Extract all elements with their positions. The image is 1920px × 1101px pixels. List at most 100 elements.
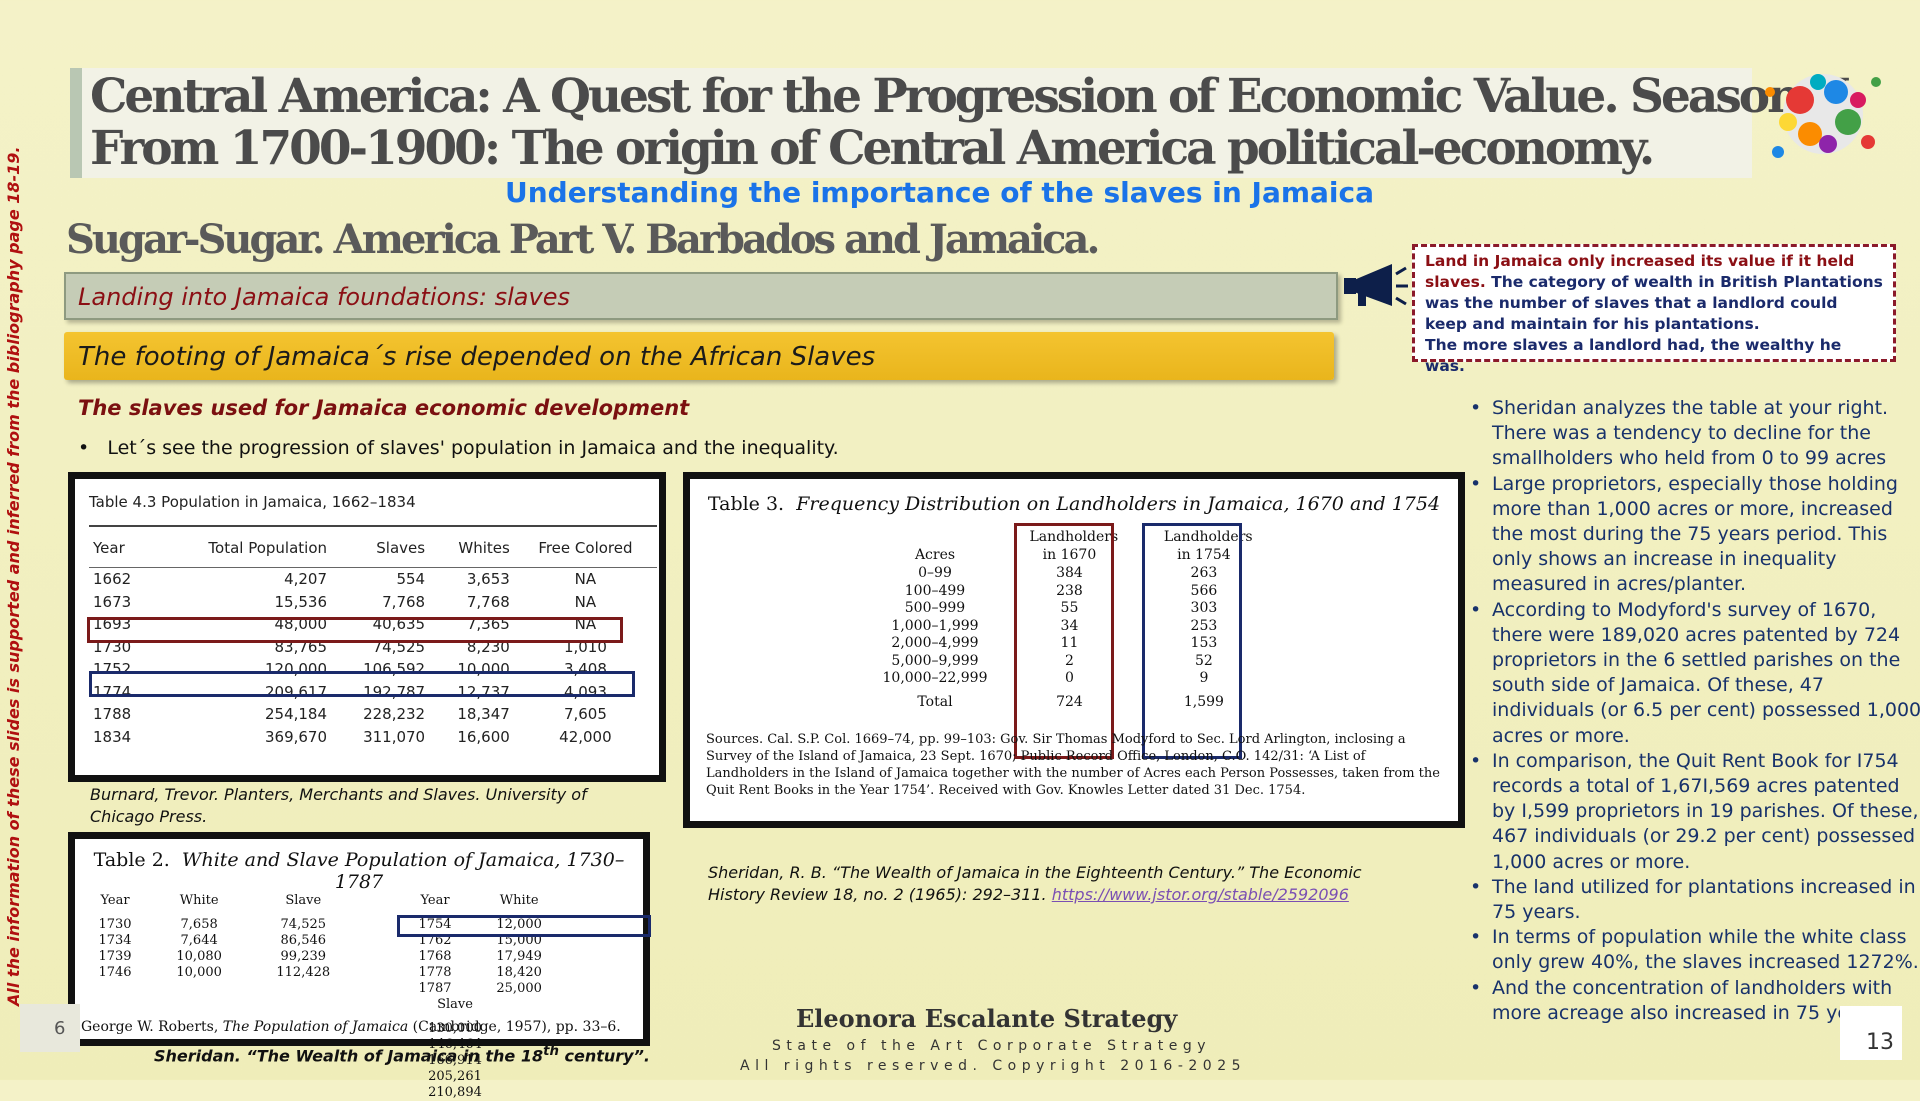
callout-box: Land in Jamaica only increased its value… — [1412, 244, 1896, 375]
list-item: Large proprietors, especially those hold… — [1470, 472, 1920, 598]
table-row: 1662 4,207 554 3,653 NA — [89, 568, 657, 591]
list-item: Sheridan analyzes the table at your righ… — [1470, 396, 1920, 472]
column-header: Acres — [914, 547, 956, 563]
jstor-link[interactable]: https://www.jstor.org/stable/2592096 — [1051, 885, 1349, 904]
table-cell: 15,536 — [274, 592, 328, 611]
list-item: And the concentration of landholders wit… — [1470, 976, 1920, 1026]
caption-italic: White and Slave Population of Jamaica, 1… — [181, 849, 625, 893]
table-row: 1834 369,670 311,070 16,600 42,000 — [89, 726, 657, 749]
table-cell: 1768 — [418, 949, 452, 964]
table-cell: 16,600 — [457, 727, 510, 746]
column-header: Landholders in 1754 — [1163, 529, 1253, 563]
table-cell: 1788 — [93, 705, 132, 724]
table-cell: 1734 — [98, 933, 132, 948]
table-cell: 210,894 — [428, 1085, 482, 1100]
list-item: The land utilized for plantations increa… — [1470, 875, 1920, 925]
caption-italic: Frequency Distribution on Landholders in… — [796, 493, 1441, 515]
table-cell: 238 — [1056, 582, 1083, 599]
table-cell: 1662 — [93, 570, 132, 589]
source-author: George W. Roberts, — [81, 1019, 223, 1035]
table-cell: 166,914 — [428, 1053, 482, 1068]
table-cell: 18,420 — [496, 965, 542, 980]
table-cell: NA — [574, 592, 597, 611]
table-cell: 12,000 — [496, 917, 542, 932]
table-cell: 5,000–9,999 — [891, 652, 979, 669]
column-header: Landholders in 1670 — [1029, 529, 1119, 563]
list-item: According to Modyford's survey of 1670, … — [1470, 598, 1920, 749]
table-cell: 52 — [1194, 652, 1213, 669]
page-number-left-text: 6 — [54, 1018, 66, 1039]
table-cell: 311,070 — [363, 727, 426, 746]
table-population-jamaica: Table 4.3 Population in Jamaica, 1662–18… — [68, 472, 666, 782]
table-cell: 55 — [1060, 600, 1079, 616]
table-cell: 42,000 — [559, 727, 612, 746]
footer-brand: Eleonora Escalante Strategy — [796, 1004, 1178, 1033]
table-cell: 1754 — [418, 917, 452, 932]
slide-subtitle: Understanding the importance of the slav… — [505, 176, 1375, 209]
table-cell: 34 — [1060, 617, 1079, 634]
footer-tagline: State of the Art Corporate Strategy All … — [740, 1036, 1246, 1076]
page-number-left: 6 — [20, 1004, 80, 1052]
caption-prefix: Table 2. — [93, 849, 170, 871]
analysis-list: Sheridan analyzes the table at your righ… — [1466, 396, 1920, 1026]
column-header: Whites — [429, 525, 514, 568]
column-header: Year — [420, 893, 450, 908]
total-1670: 724 — [1056, 693, 1083, 710]
table-cell: 10,080 — [176, 949, 222, 964]
table-caption: Table 4.3 Population in Jamaica, 1662–18… — [89, 493, 416, 511]
highlight-1670-column — [1014, 523, 1114, 759]
table-cell: 1787 — [418, 981, 452, 996]
sheridan-short-citation: Sheridan. “The Wealth of Jamaica in the … — [154, 1044, 650, 1065]
column-header: Free Colored — [513, 525, 657, 568]
banner-footing-text: The footing of Jamaica´s rise depended o… — [78, 342, 876, 372]
caption-prefix: Table 3. — [707, 493, 785, 515]
table-cell: 74,525 — [280, 917, 327, 932]
table-row: 1673 15,536 7,768 7,768 NA — [89, 591, 657, 614]
list-item: In comparison, the Quit Rent Book for I7… — [1470, 749, 1920, 875]
megaphone-icon — [1344, 264, 1408, 306]
table-cell: 7,768 — [466, 592, 510, 611]
table-source: George W. Roberts, The Population of Jam… — [81, 1019, 621, 1035]
burnard-citation: Burnard, Trevor. Planters, Merchants and… — [90, 785, 587, 826]
table-cell: 1,000–1,999 — [891, 617, 979, 634]
table-cell: 2 — [1064, 652, 1074, 669]
table-cell: 17,949 — [496, 949, 542, 964]
table-cell: 9 — [1199, 670, 1209, 686]
banner-foundations-text: Landing into Jamaica foundations: slaves — [78, 283, 570, 311]
table-cell: 86,546 — [280, 933, 327, 948]
column-header: White — [499, 893, 539, 908]
sheridan-citation: Sheridan, R. B. “The Wealth of Jamaica i… — [708, 862, 1408, 906]
table-cell: 100–499 — [904, 582, 966, 599]
table-cell: 0–99 — [918, 565, 952, 581]
population-table: Year Total Population Slaves Whites Free… — [89, 525, 657, 748]
column-header: Slave — [285, 893, 322, 908]
table-cell: 99,239 — [280, 949, 327, 964]
table-cell: 3,653 — [466, 570, 510, 589]
table-cell: 7,644 — [180, 933, 218, 948]
table-cell: 228,232 — [363, 705, 426, 724]
column-header: Year — [89, 525, 154, 568]
table-white-slave-population: Table 2. White and Slave Population of J… — [68, 832, 651, 1100]
table-cell: 369,670 — [264, 727, 328, 746]
list-item: In terms of population while the white c… — [1470, 925, 1920, 975]
table-cell: 130,000 — [428, 1021, 482, 1036]
section-title: Sugar-Sugar. America Part V. Barbados an… — [66, 216, 1100, 263]
table-cell: 112,428 — [276, 965, 331, 980]
column-header: Year — [100, 893, 130, 908]
table-cell: 1778 — [418, 965, 452, 980]
table-cell: 566 — [1190, 582, 1218, 599]
table-cell: 4,207 — [284, 570, 328, 589]
table-cell: 1739 — [98, 949, 132, 964]
table-cell: 7,658 — [180, 917, 218, 932]
column-header: White — [179, 893, 219, 908]
table-cell: 11 — [1060, 635, 1079, 651]
total-label: Total — [917, 693, 953, 710]
citation-text: Sheridan, R. B. “The Wealth of Jamaica i… — [708, 863, 1362, 904]
citation-text: Sheridan. “The Wealth of Jamaica in the … — [154, 1046, 544, 1066]
source-rest: (Cambridge, 1957), pp. 33–6. — [408, 1019, 621, 1035]
table-cell: 25,000 — [496, 981, 542, 996]
table-cell: 10,000–22,999 — [882, 670, 988, 686]
highlight-1754 — [397, 915, 651, 937]
callout-red: Land in Jamaica only increased its value… — [1425, 252, 1855, 291]
table-cell: 1746 — [98, 965, 132, 980]
